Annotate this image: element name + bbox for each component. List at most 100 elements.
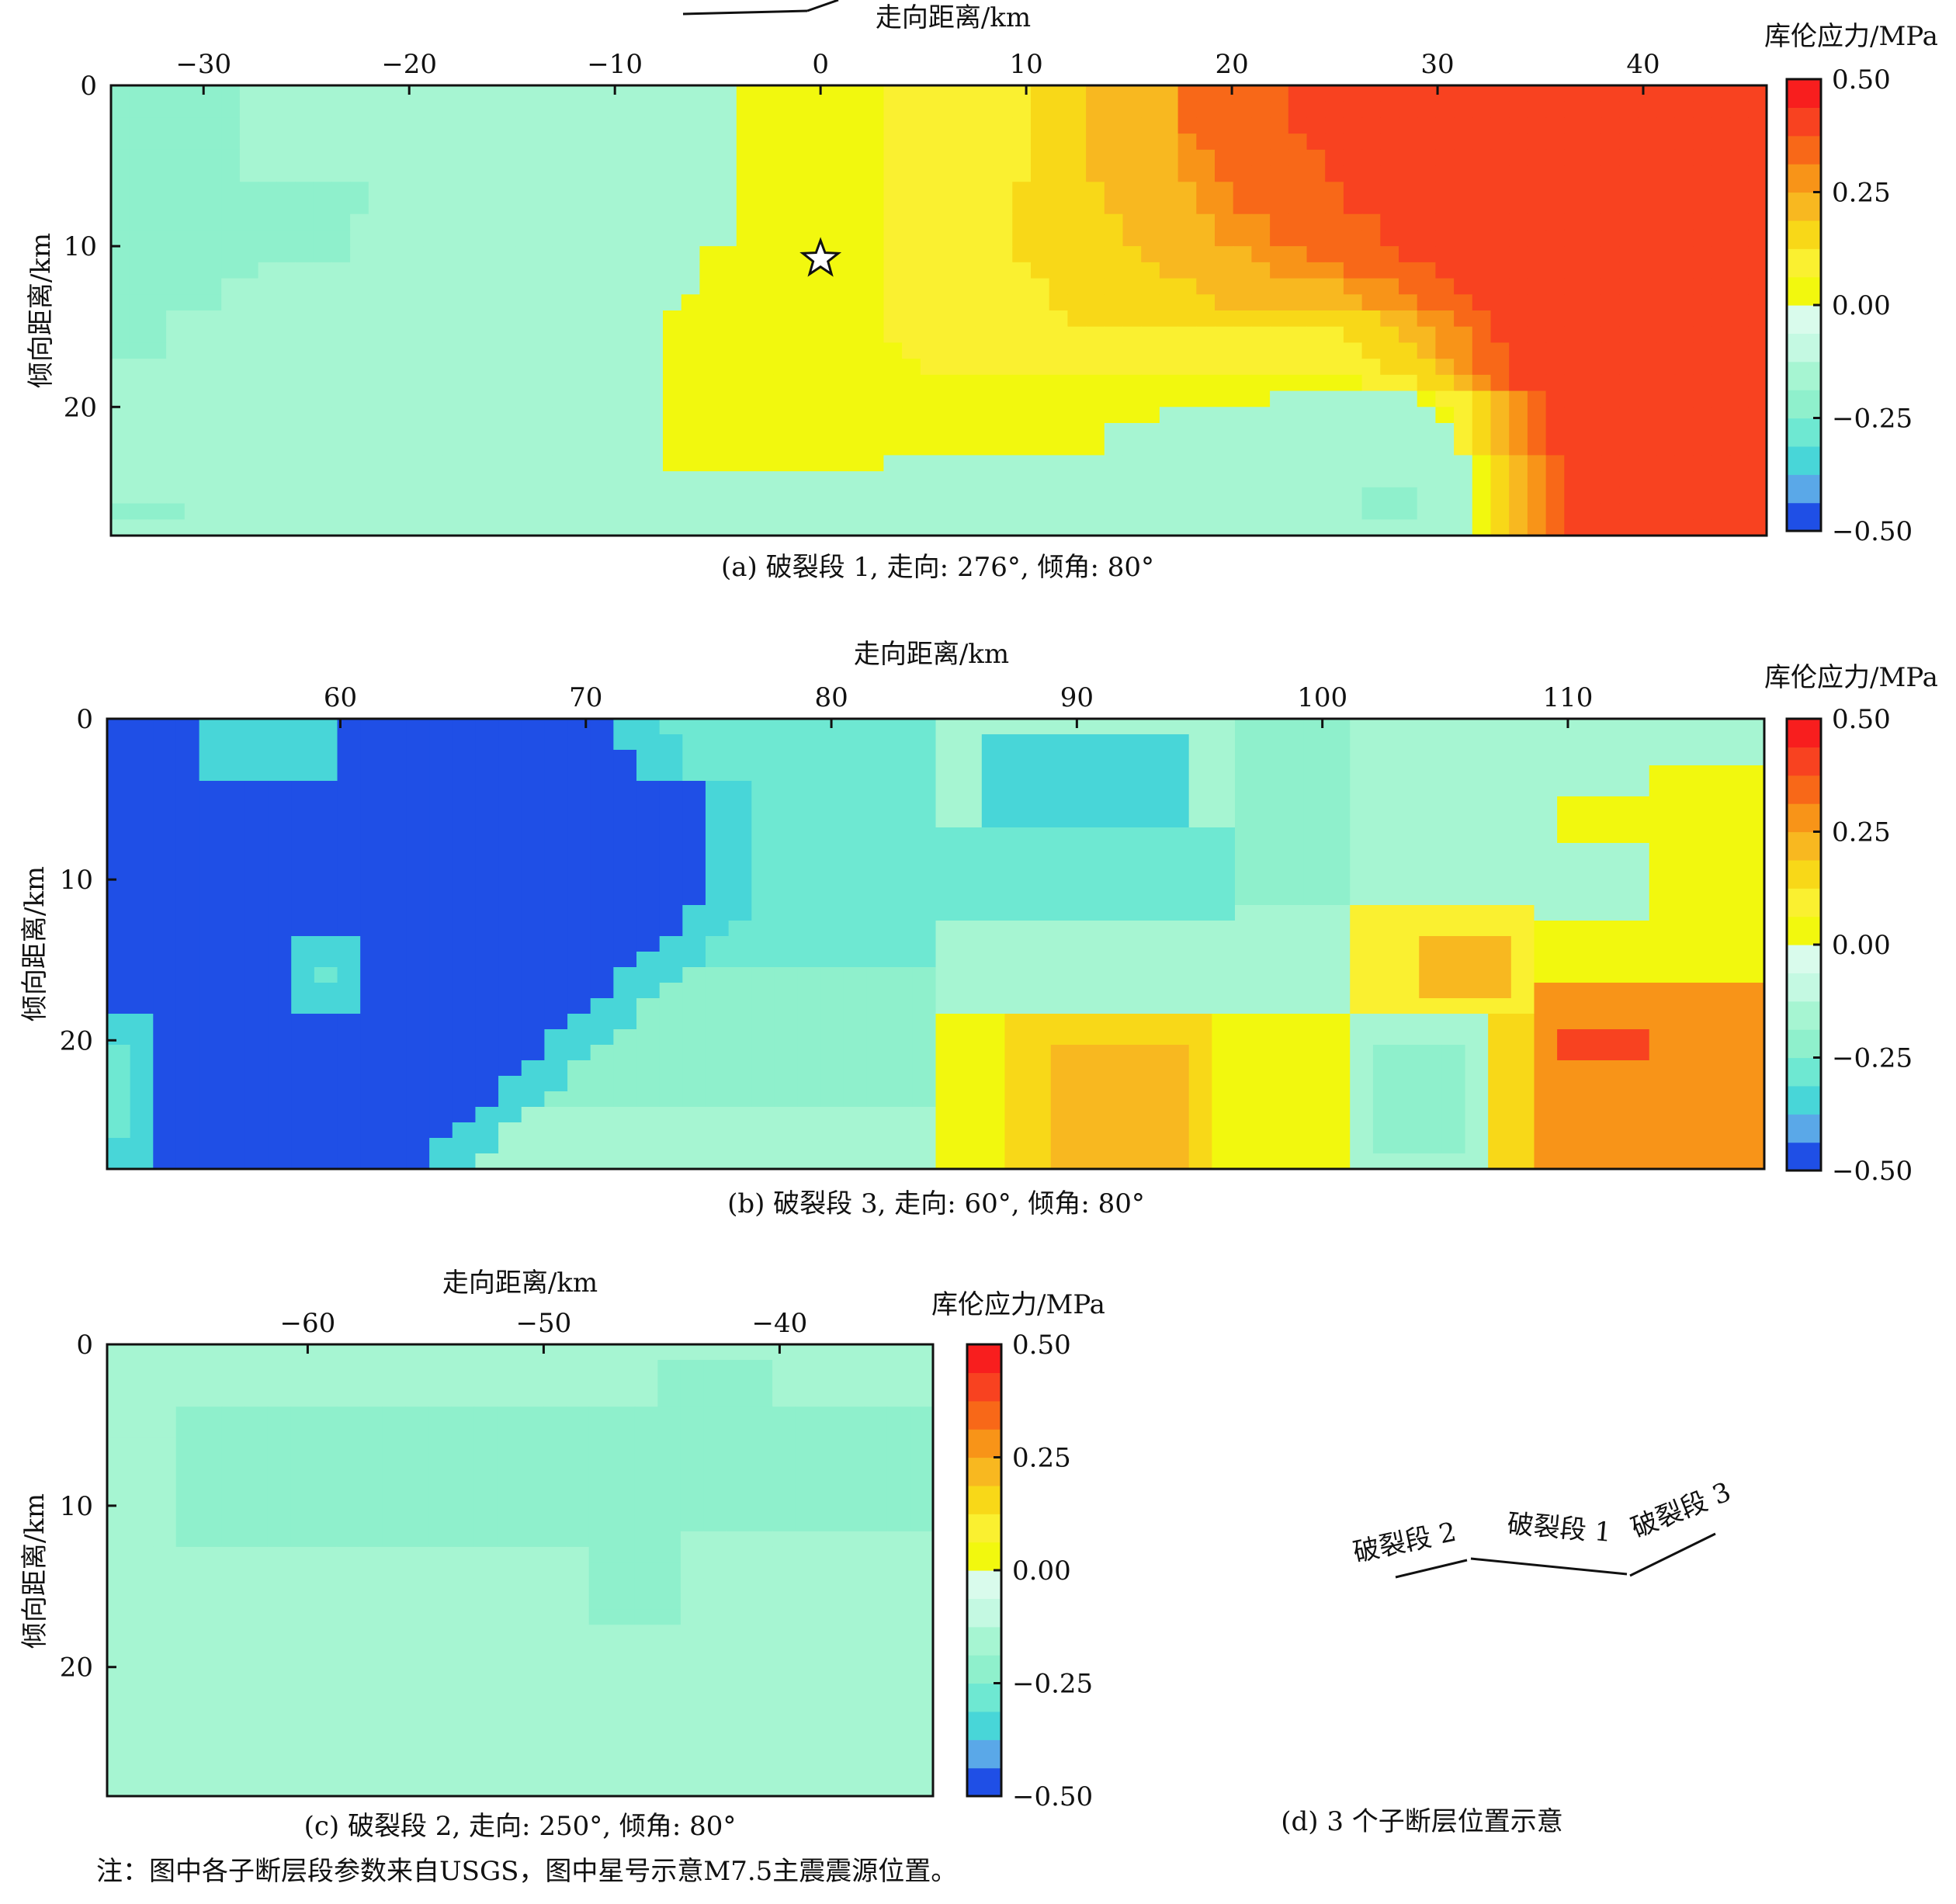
heatmap-cell [681,294,700,311]
heatmap-cell [1212,734,1236,751]
heatmap-cell [1488,890,1512,906]
heatmap-cell [1626,1076,1650,1092]
heatmap-cell [843,843,868,859]
heatmap-cell [847,471,866,488]
heatmap-cell [912,781,937,797]
heatmap-cell [429,905,453,921]
heatmap-cell [1454,487,1473,505]
heatmap-cell [613,750,637,766]
heatmap-cell [1527,423,1547,440]
heatmap-cell [1619,455,1639,472]
heatmap-cell [199,1453,223,1470]
heatmap-cell [1270,423,1289,440]
heatmap-cell [843,1153,868,1170]
heatmap-cell [1580,1153,1604,1170]
heatmap-cell [552,134,572,151]
heatmap-cell [699,149,719,167]
heatmap-cell [1580,843,1604,859]
heatmap-cell [497,165,516,182]
heatmap-cell [452,1029,477,1046]
heatmap-cell [1435,246,1455,263]
heatmap-cell [313,374,332,392]
heatmap-cell [331,85,351,102]
heatmap-cell [153,812,177,828]
heatmap-cell [406,921,430,937]
heatmap-cell [975,262,995,279]
heatmap-cell [810,182,829,199]
heatmap-cell [1601,134,1620,151]
heatmap-cell [1143,781,1167,797]
heatmap-cell [1372,1045,1397,1061]
heatmap-cell [331,455,351,472]
heatmap-cell [883,278,903,295]
heatmap-cell [1350,952,1374,968]
heatmap-cell [544,1153,568,1170]
heatmap-cell [890,905,914,921]
heatmap-cell [153,874,177,890]
heatmap-cell [981,734,1006,751]
heatmap-cell [515,359,535,376]
heatmap-cell [203,503,222,520]
heatmap-cell [239,101,259,119]
heatmap-cell [1288,134,1308,151]
heatmap-cell [1270,439,1289,456]
heatmap-cell [442,390,461,408]
heatmap-cell [1073,750,1098,766]
heatmap-cell [1465,827,1489,844]
heatmap-cell [659,1138,683,1154]
heatmap-cell [1380,359,1399,376]
heatmap-cell [728,750,752,766]
heatmap-cell [1343,134,1363,151]
heatmap-cell [682,719,706,735]
heatmap-cell [663,423,682,440]
heatmap-cell [644,165,664,182]
heatmap-cell [331,342,351,359]
heatmap-cell [1419,843,1443,859]
heatmap-cell [1257,827,1281,844]
heatmap-cell [1281,765,1305,782]
heatmap-cell [428,1344,452,1361]
heatmap-cell [175,1138,200,1154]
heatmap-cell [199,719,223,735]
heatmap-cell [570,134,590,151]
heatmap-cell [1104,278,1124,295]
heatmap-cell [1028,1138,1052,1154]
heatmap-cell [184,390,204,408]
heatmap-cell [1215,246,1234,263]
heatmap-cell [423,134,443,151]
heatmap-cell [1399,230,1418,247]
heatmap-cell [222,1153,246,1170]
heatmap-cell [1656,198,1676,215]
heatmap-cell [1343,101,1363,119]
heatmap-cell [239,294,259,311]
heatmap-cell [1435,117,1455,134]
heatmap-cell [589,182,609,199]
heatmap-cell [1626,1091,1650,1108]
heatmap-cell [1143,1153,1167,1170]
heatmap-cell [705,1153,730,1170]
heatmap-cell [866,843,890,859]
heatmap-cell [981,812,1006,828]
heatmap-cell [153,921,177,937]
heatmap-cell [111,278,130,295]
heatmap-cell [1281,967,1305,983]
heatmap-cell [1417,213,1436,231]
heatmap-cell [682,843,706,859]
heatmap-cell [912,905,937,921]
heatmap-cell [847,519,866,536]
heatmap-cell [1510,983,1535,999]
heatmap-cell [1748,149,1767,167]
heatmap-cell [521,1107,545,1123]
heatmap-cell [797,858,821,875]
heatmap-cell [818,1375,842,1392]
heatmap-cell [199,827,223,844]
heatmap-cell [1212,998,1236,1014]
heatmap-cell [1674,230,1694,247]
heatmap-cell [1119,858,1143,875]
heatmap-cell [544,827,568,844]
heatmap-cell [1601,326,1620,344]
heatmap-cell [1028,827,1052,844]
heatmap-cell [1601,310,1620,328]
heatmap-cell [659,921,683,937]
heatmap-cell [644,230,664,247]
